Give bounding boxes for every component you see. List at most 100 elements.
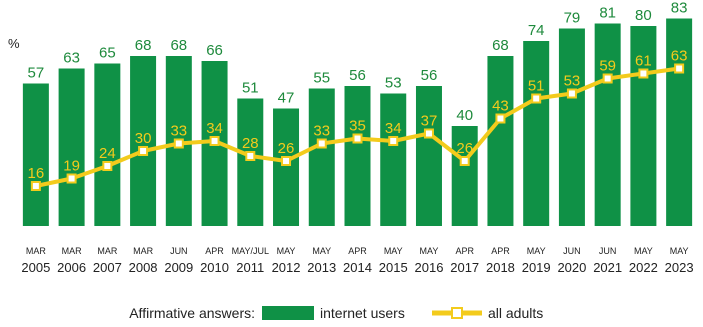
line-value-label: 30 <box>135 130 152 147</box>
x-tick-year: 2009 <box>164 260 193 275</box>
line-point-marker <box>388 136 399 146</box>
line-value-label: 28 <box>242 135 259 152</box>
x-tick-year: 2015 <box>379 260 408 275</box>
bar-value-label: 53 <box>385 75 402 92</box>
line-value-label: 26 <box>456 140 473 157</box>
x-tick-month: MAR <box>62 246 83 256</box>
legend-prefix: Affirmative answers: <box>129 305 255 321</box>
bar-internet-users <box>380 93 407 226</box>
bar-value-label: 56 <box>421 67 438 84</box>
x-tick-year: 2010 <box>200 260 229 275</box>
x-tick-month: MAY <box>312 246 331 256</box>
bar-value-label: 63 <box>63 50 80 67</box>
x-tick-year: 2014 <box>343 260 372 275</box>
line-point-marker <box>495 113 506 124</box>
bar-value-label: 56 <box>349 67 366 84</box>
x-tick-year: 2011 <box>236 260 264 275</box>
legend: Affirmative answers: internet users all … <box>129 305 543 321</box>
line-value-label: 33 <box>313 123 330 140</box>
bar-internet-users <box>523 41 550 226</box>
x-tick-year: 2008 <box>129 260 158 275</box>
x-tick-year: 2012 <box>272 260 301 275</box>
line-value-label: 33 <box>170 123 187 140</box>
x-axis: MAR 2005 MAR 2006 MAR 2007 MAR 2008 JUN 2009 APR 20… <box>21 246 693 275</box>
line-value-label: 43 <box>492 98 509 115</box>
x-tick-month: MAY <box>277 246 296 256</box>
x-tick-month: MAY <box>420 246 439 256</box>
bar-internet-users <box>130 56 157 226</box>
bar-value-label: 68 <box>170 37 187 54</box>
line-point-marker <box>531 93 542 104</box>
line-point-marker <box>638 68 649 79</box>
bar-internet-users <box>22 83 49 226</box>
bar-internet-users <box>451 126 478 226</box>
x-tick-month: MAY <box>527 246 546 256</box>
bar-internet-users <box>666 18 693 226</box>
bar-value-label: 68 <box>492 37 509 54</box>
line-point-marker <box>674 63 685 74</box>
line-value-label: 19 <box>63 158 80 175</box>
line-value-label: 61 <box>635 53 652 70</box>
unit-label: % <box>8 36 20 51</box>
x-tick-year: 2007 <box>93 260 122 275</box>
bar-value-label: 66 <box>206 42 223 59</box>
bar-internet-users <box>558 28 585 226</box>
x-tick-month: JUN <box>599 246 617 256</box>
line-point-marker <box>281 156 292 166</box>
line-group <box>30 63 685 191</box>
x-tick-year: 2020 <box>557 260 586 275</box>
x-tick-year: 2019 <box>522 260 551 275</box>
line-value-label: 34 <box>385 120 402 137</box>
bar-value-label: 57 <box>28 65 45 82</box>
x-tick-month: MAY <box>384 246 403 256</box>
x-tick-month: APR <box>491 246 510 256</box>
bar-value-label: 74 <box>528 22 545 39</box>
bar-value-label: 79 <box>564 10 581 27</box>
line-value-label: 59 <box>599 58 616 75</box>
line-value-label: 26 <box>278 140 295 157</box>
bar-internet-users <box>273 108 300 226</box>
x-tick-year: 2005 <box>21 260 50 275</box>
line-value-label: 53 <box>564 73 581 90</box>
legend-line-label: all adults <box>488 305 543 321</box>
line-point-marker <box>173 138 184 149</box>
x-tick-month: MAR <box>26 246 47 256</box>
bar-internet-users <box>415 86 442 226</box>
bar-internet-users <box>58 68 85 226</box>
bar-value-label: 47 <box>278 90 295 107</box>
bars-group <box>22 18 693 226</box>
x-tick-year: 2013 <box>307 260 336 275</box>
bar-value-label: 68 <box>135 37 152 54</box>
line-value-label: 35 <box>349 118 366 135</box>
line-point-marker <box>459 156 470 166</box>
line-value-label: 16 <box>28 165 45 182</box>
bar-value-label: 40 <box>456 107 473 124</box>
line-point-marker <box>30 181 41 191</box>
legend-line-marker <box>451 307 463 319</box>
line-value-label: 34 <box>206 120 223 137</box>
line-point-marker <box>138 146 149 156</box>
bar-value-label: 55 <box>313 70 330 87</box>
x-tick-month: MAY/JUL <box>232 246 269 256</box>
line-value-label: 51 <box>528 78 545 95</box>
line-point-marker <box>245 151 256 161</box>
bar-value-label: 65 <box>99 45 116 62</box>
labels-group: 57 63 65 68 68 66 51 47 55 56 53 56 40 68 74 79 81 80 83 16… <box>28 0 688 182</box>
bar-value-label: 80 <box>635 7 652 24</box>
bar-value-label: 51 <box>242 80 259 97</box>
x-tick-month: MAR <box>97 246 118 256</box>
x-tick-year: 2017 <box>450 260 479 275</box>
line-value-label: 24 <box>99 145 116 162</box>
x-tick-month: MAY <box>634 246 653 256</box>
line-point-marker <box>423 128 434 139</box>
x-tick-year: 2022 <box>629 260 658 275</box>
legend-bar-label: internet users <box>320 305 405 321</box>
bar-value-label: 83 <box>671 0 688 17</box>
line-point-marker <box>209 136 220 146</box>
bar-internet-users <box>308 88 335 226</box>
x-tick-month: APR <box>205 246 224 256</box>
bar-internet-users <box>94 63 121 226</box>
x-tick-year: 2023 <box>665 260 694 275</box>
